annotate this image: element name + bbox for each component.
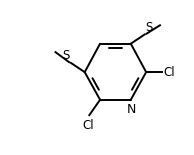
Text: N: N bbox=[127, 103, 136, 116]
Text: Cl: Cl bbox=[82, 119, 94, 132]
Text: S: S bbox=[145, 21, 153, 34]
Text: Cl: Cl bbox=[163, 66, 175, 79]
Text: S: S bbox=[63, 49, 70, 62]
